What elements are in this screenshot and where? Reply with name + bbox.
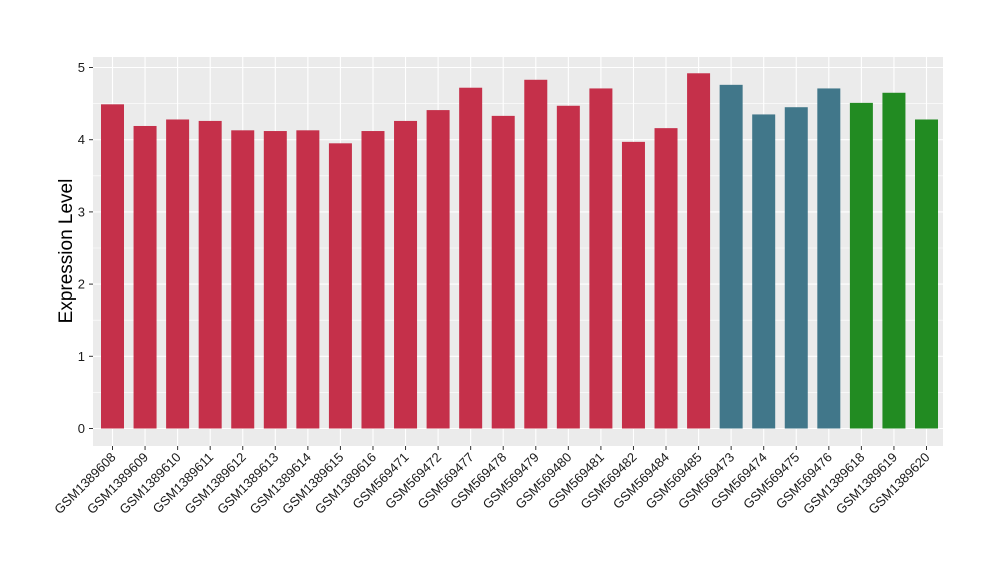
bar-GSM1389615: [328, 143, 352, 429]
y-tick-label: 3: [78, 204, 85, 219]
bar-GSM1389609: [133, 125, 157, 429]
y-axis: 0 1 2 3 4 5: [78, 60, 93, 436]
bar-GSM569484: [654, 128, 678, 429]
bar-GSM1389616: [361, 131, 385, 429]
y-tick-label: 2: [78, 277, 85, 292]
y-axis-title: Expression Level: [56, 179, 77, 324]
y-tick-label: 4: [78, 132, 85, 147]
y-tick-label: 5: [78, 60, 85, 75]
bar-GSM569472: [426, 110, 450, 429]
bar-GSM1389620: [915, 119, 938, 429]
bar-GSM569485: [687, 73, 711, 429]
y-tick-label: 1: [78, 349, 85, 364]
bar-GSM569480: [556, 105, 580, 429]
bar-GSM1389614: [296, 130, 320, 429]
bar-GSM1389619: [882, 92, 906, 429]
bar-GSM569481: [589, 88, 613, 429]
y-tick-label: 0: [78, 421, 85, 436]
bar-GSM569473: [719, 84, 743, 429]
x-axis: GSM1389608GSM1389609GSM1389610GSM1389611…: [51, 446, 933, 517]
bar-GSM1389613: [263, 131, 287, 429]
bar-GSM569482: [621, 141, 645, 429]
bars: [101, 73, 938, 429]
bar-GSM569474: [752, 114, 776, 429]
bar-GSM1389610: [166, 119, 190, 429]
bar-GSM569478: [491, 115, 515, 429]
bar-GSM1389618: [849, 102, 873, 429]
bar-GSM1389608: [101, 104, 124, 429]
bar-GSM569476: [817, 88, 841, 429]
bar-GSM569479: [524, 79, 548, 429]
bar-GSM1389612: [231, 130, 255, 429]
bar-GSM1389611: [198, 120, 222, 429]
bar-GSM569471: [394, 120, 418, 429]
bar-GSM569475: [784, 107, 808, 429]
bar-GSM569477: [459, 87, 483, 429]
